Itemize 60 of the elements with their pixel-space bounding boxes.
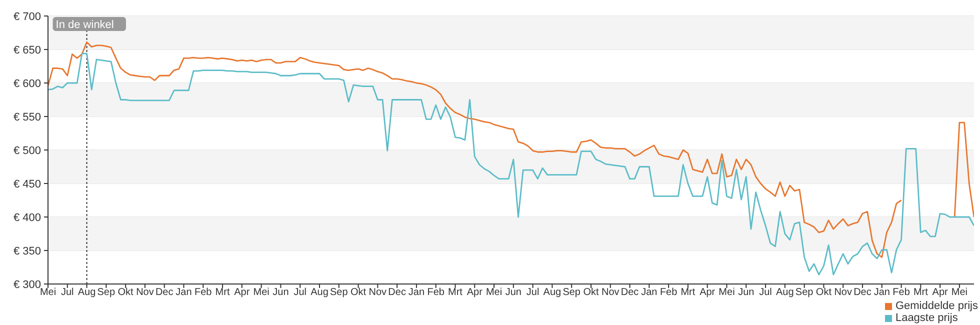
x-tick-label: Mrt bbox=[913, 287, 928, 298]
y-tick-label: € 600 bbox=[13, 78, 41, 90]
y-tick-label: € 550 bbox=[13, 112, 41, 124]
x-tick-label: Mei bbox=[718, 287, 735, 298]
x-tick-label: Dec bbox=[620, 287, 639, 298]
x-tick-label: Mei bbox=[40, 287, 56, 298]
x-tick-label: Apr bbox=[932, 287, 949, 298]
x-tick-label: Jun bbox=[738, 287, 754, 298]
x-tick-label: Jul bbox=[294, 287, 307, 298]
x-tick-label: Mei bbox=[951, 287, 968, 298]
x-tick-label: Feb bbox=[892, 287, 910, 298]
y-tick-label: € 450 bbox=[13, 178, 41, 190]
x-tick-label: Jan bbox=[641, 287, 658, 298]
x-tick-label: Okt bbox=[350, 287, 366, 298]
x-tick-label: Sep bbox=[97, 287, 116, 298]
x-tick-label: Aug bbox=[78, 287, 96, 298]
x-tick-label: Mrt bbox=[448, 287, 463, 298]
x-tick-label: Feb bbox=[427, 287, 445, 298]
x-tick-label: Okt bbox=[816, 287, 832, 298]
x-tick-label: Feb bbox=[194, 287, 212, 298]
x-tick-label: Jan bbox=[874, 287, 890, 298]
legend-label: Laagste prijs bbox=[895, 312, 958, 324]
x-tick-label: Apr bbox=[466, 287, 484, 298]
y-tick-label: € 300 bbox=[13, 279, 41, 291]
x-tick-label: Sep bbox=[562, 287, 581, 298]
x-tick-label: Apr bbox=[700, 287, 716, 298]
x-tick-label: Sep bbox=[330, 287, 348, 298]
x-tick-label: Apr bbox=[234, 287, 250, 298]
ref-line-label: In de winkel bbox=[56, 19, 114, 31]
x-tick-label: Dec bbox=[388, 287, 406, 298]
x-tick-label: Nov bbox=[368, 287, 387, 298]
x-tick-label: Aug bbox=[310, 287, 328, 298]
x-tick-label: Mei bbox=[253, 287, 270, 298]
x-tick-label: Mei bbox=[486, 287, 502, 298]
x-tick-label: Nov bbox=[136, 287, 154, 298]
x-tick-label: Jun bbox=[272, 287, 289, 298]
x-tick-label: Mrt bbox=[215, 287, 230, 298]
legend-label: Gemiddelde prijs bbox=[895, 300, 978, 312]
x-tick-label: Okt bbox=[118, 287, 134, 298]
x-tick-label: Jul bbox=[759, 287, 772, 298]
x-tick-label: Okt bbox=[583, 287, 599, 298]
y-tick-label: € 500 bbox=[13, 145, 41, 157]
x-tick-label: Jul bbox=[526, 287, 540, 298]
y-tick-label: € 700 bbox=[13, 11, 41, 23]
x-tick-label: Aug bbox=[543, 287, 562, 298]
x-tick-label: Nov bbox=[601, 287, 620, 298]
x-tick-label: Jun bbox=[505, 287, 522, 298]
y-tick-label: € 400 bbox=[13, 212, 41, 224]
x-tick-label: Mrt bbox=[680, 287, 696, 298]
y-tick-label: € 650 bbox=[13, 44, 41, 56]
x-tick-label: Jan bbox=[176, 287, 192, 298]
x-tick-label: Feb bbox=[660, 287, 678, 298]
x-tick-label: Sep bbox=[795, 287, 814, 298]
y-tick-label: € 350 bbox=[13, 246, 41, 258]
x-tick-label: Nov bbox=[834, 287, 852, 298]
x-tick-label: Dec bbox=[155, 287, 174, 298]
x-tick-label: Jan bbox=[408, 287, 425, 298]
x-tick-label: Jul bbox=[60, 287, 74, 298]
x-tick-label: Dec bbox=[854, 287, 872, 298]
x-tick-label: Aug bbox=[776, 287, 794, 298]
